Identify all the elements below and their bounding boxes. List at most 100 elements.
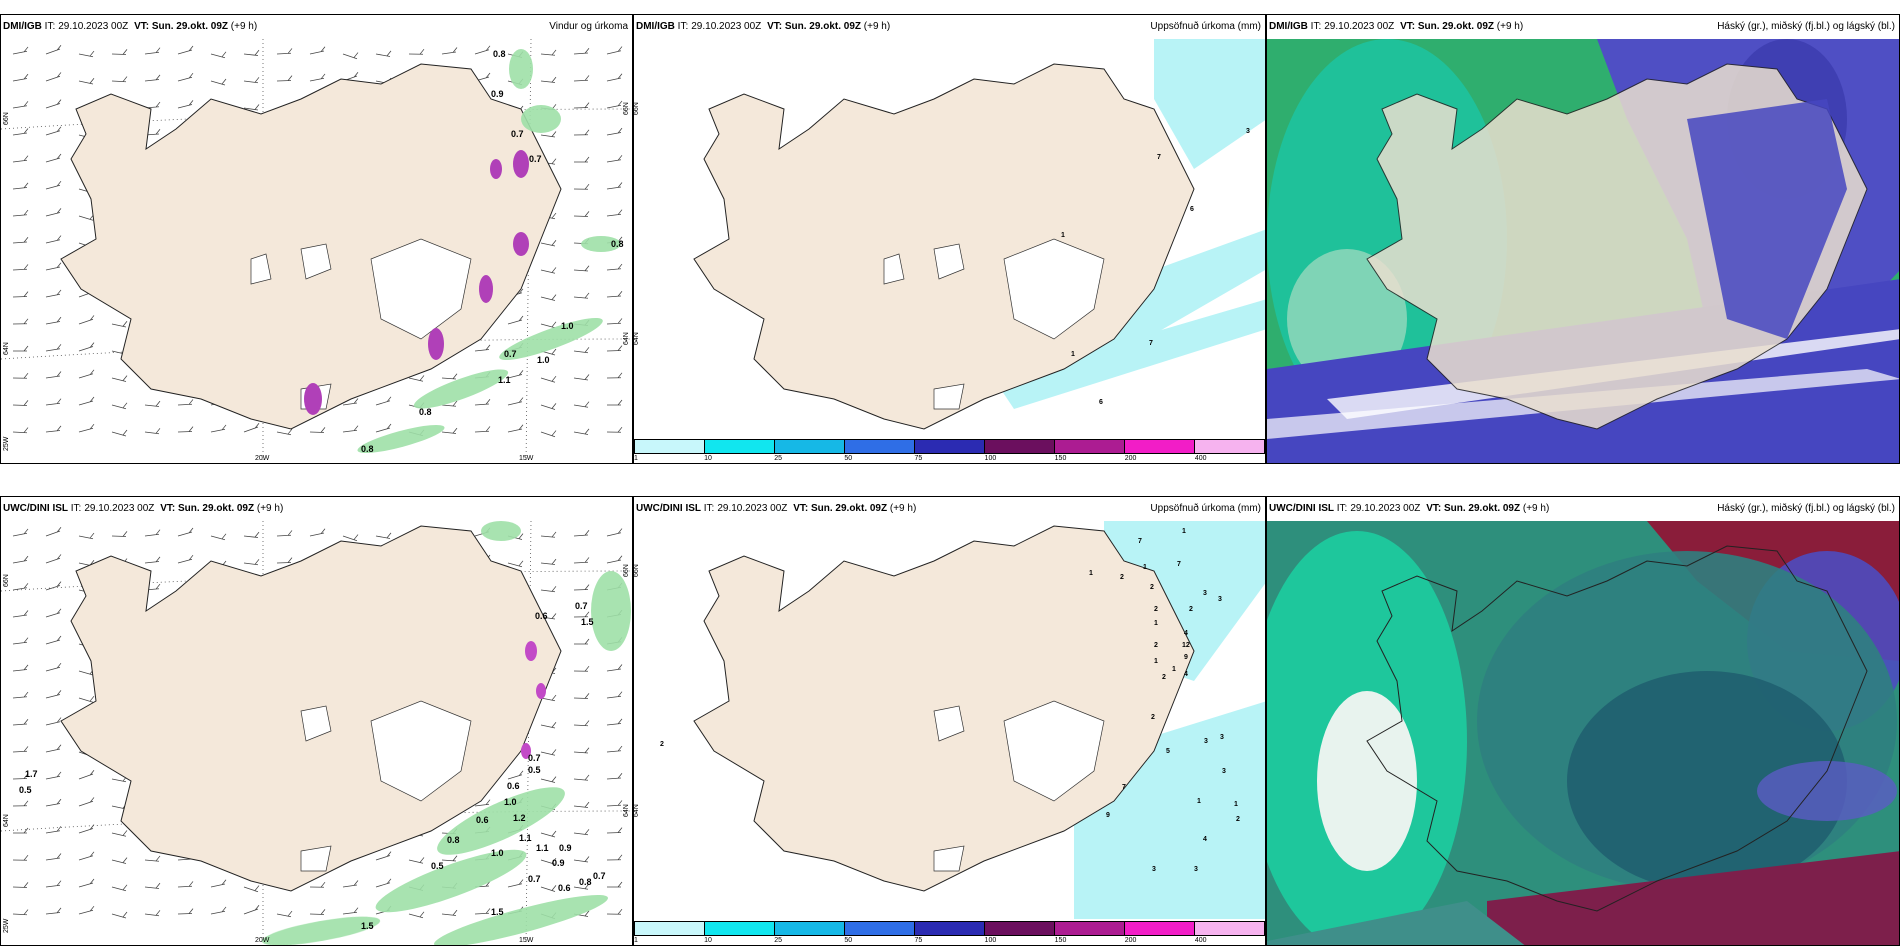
colorbar-tick-label: 150 bbox=[1054, 455, 1067, 462]
wind-barb bbox=[45, 289, 62, 298]
wind-barb bbox=[573, 347, 590, 354]
accum-value: 3 bbox=[1203, 590, 1207, 597]
precip-value: 1.0 bbox=[504, 797, 517, 807]
accum-value: 2 bbox=[1154, 606, 1158, 613]
panel-header: UWC/DINI ISL IT: 29.10.2023 00Z VT: Sun. … bbox=[1, 497, 632, 521]
wind-barb bbox=[309, 73, 326, 82]
lat-label: 66N bbox=[633, 564, 640, 577]
wind-barb bbox=[573, 292, 590, 299]
source-label: UWC/DINI ISL bbox=[1269, 503, 1334, 514]
wind-barb bbox=[45, 744, 62, 753]
precip-value: 0.6 bbox=[535, 611, 548, 621]
colorbar-cell bbox=[635, 922, 705, 935]
wind-barb bbox=[342, 907, 359, 915]
cloud-map bbox=[1267, 521, 1899, 945]
wind-barb bbox=[12, 691, 29, 699]
wind-barb bbox=[606, 555, 623, 564]
accum-value: 2 bbox=[1236, 816, 1240, 823]
precip-value: 0.6 bbox=[476, 815, 489, 825]
wind-barb bbox=[78, 342, 95, 352]
panel-uwc-accum-precip: UWC/DINI ISL IT: 29.10.2023 00Z VT: Sun. … bbox=[633, 496, 1266, 946]
wind-barb bbox=[441, 909, 458, 916]
panel-header: DMI/IGB IT: 29.10.2023 00Z VT: Sun. 29.ok… bbox=[1267, 15, 1899, 39]
precip-value: 1.7 bbox=[25, 769, 38, 779]
precip-value: 1.1 bbox=[498, 375, 511, 385]
wind-barb bbox=[78, 824, 95, 834]
wind-barb bbox=[606, 209, 623, 217]
wind-barb bbox=[12, 854, 29, 861]
wind-barb bbox=[540, 722, 557, 729]
colorbar: 1 10 25 50 75 100 150 200 400 bbox=[634, 437, 1265, 463]
glacier-vatnajokull bbox=[1003, 700, 1105, 802]
wind-barb bbox=[309, 427, 326, 433]
wind-barb bbox=[507, 879, 524, 888]
wind-barb bbox=[12, 372, 29, 379]
iceland-land bbox=[60, 525, 562, 892]
wind-barb bbox=[78, 423, 95, 433]
product-title: Vindur og úrkoma bbox=[549, 21, 628, 32]
colorbar-tick-label: 400 bbox=[1194, 937, 1207, 944]
issue-time: 29.10.2023 00Z bbox=[58, 21, 129, 32]
wind-barb bbox=[210, 906, 227, 915]
source-label: DMI/IGB bbox=[636, 21, 675, 32]
glacier-vatnajokull bbox=[1003, 238, 1105, 340]
lat-label: 64N bbox=[623, 804, 630, 817]
wind-barb bbox=[540, 321, 557, 329]
wind-barb bbox=[45, 398, 62, 406]
lon-label: 15W bbox=[519, 937, 534, 944]
wind-barb bbox=[144, 529, 161, 537]
precip-value: 0.5 bbox=[528, 765, 541, 775]
wind-barb bbox=[606, 827, 623, 834]
wind-barb bbox=[243, 905, 260, 915]
colorbar-cell bbox=[1125, 922, 1195, 935]
wind-barb bbox=[13, 827, 29, 834]
wind-barb bbox=[606, 372, 623, 379]
precip-value: 1.1 bbox=[536, 843, 549, 853]
wind-barb bbox=[45, 316, 62, 325]
glacier-langjokull bbox=[933, 705, 965, 742]
wind-barb bbox=[45, 99, 62, 109]
accum-value: 3 bbox=[1246, 128, 1250, 135]
wind-barb bbox=[12, 610, 29, 618]
wind-barb bbox=[144, 400, 161, 407]
colorbar-cell bbox=[1195, 922, 1264, 935]
wind-barb bbox=[111, 402, 128, 410]
wind-barb bbox=[243, 104, 260, 111]
wind-barb bbox=[540, 694, 557, 702]
wind-barb bbox=[573, 665, 590, 672]
source-label: DMI/IGB bbox=[1269, 21, 1308, 32]
wind-barb bbox=[144, 556, 161, 564]
colorbar-tick-label: 150 bbox=[1054, 937, 1067, 944]
wind-barb bbox=[540, 558, 557, 565]
accum-value: 3 bbox=[1204, 738, 1208, 745]
wind-barb bbox=[78, 315, 95, 325]
wind-barb bbox=[606, 345, 623, 352]
wind-barb bbox=[12, 101, 29, 109]
glacier-langjokull bbox=[933, 243, 965, 280]
accum-value: 1 bbox=[1071, 351, 1075, 358]
wind-barb bbox=[309, 46, 326, 55]
lat-label: 64N bbox=[623, 332, 630, 345]
wind-barb bbox=[78, 396, 95, 406]
panel-header: DMI/IGB IT: 29.10.2023 00Z VT: Sun. 29.ok… bbox=[634, 15, 1265, 39]
wind-barb bbox=[540, 294, 557, 301]
colorbar-tick-label: 75 bbox=[914, 455, 923, 462]
wind-barb bbox=[573, 856, 590, 863]
wind-barb bbox=[45, 717, 62, 726]
colorbar-cells bbox=[634, 439, 1265, 454]
colorbar-cell bbox=[1195, 440, 1264, 453]
precip-value: 0.5 bbox=[19, 785, 32, 795]
map-area: 3 7 6 1 1 7 6 bbox=[693, 39, 1265, 430]
precip-value: 1.2 bbox=[513, 813, 526, 823]
precip-value: 0.8 bbox=[493, 49, 506, 59]
panel-uwc-wind-precip: UWC/DINI ISL IT: 29.10.2023 00Z VT: Sun. … bbox=[0, 496, 633, 946]
colorbar-cell bbox=[1055, 440, 1125, 453]
wind-barb bbox=[507, 424, 524, 433]
precip-value: 0.8 bbox=[419, 407, 432, 417]
wind-barb bbox=[45, 72, 62, 82]
wind-barb bbox=[12, 583, 29, 591]
wind-barb bbox=[606, 664, 623, 672]
colorbar-tick-label: 400 bbox=[1194, 455, 1207, 462]
wind-barb bbox=[111, 375, 128, 382]
colorbar-cell bbox=[775, 440, 845, 453]
